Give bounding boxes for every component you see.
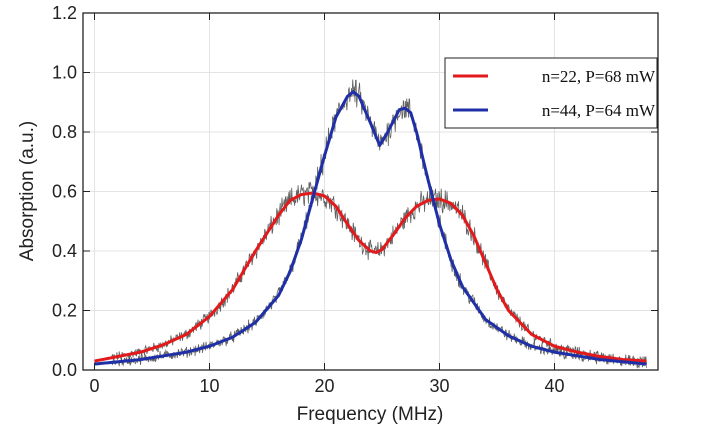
x-tick-label: 0 <box>89 376 99 396</box>
x-tick-label: 10 <box>199 376 219 396</box>
axis-ticks: 0 10 20 30 40 0.0 0.2 0.4 0.6 0.8 1.0 1.2 <box>52 3 658 396</box>
y-tick-label: 0.6 <box>52 182 77 202</box>
fit-curves <box>94 90 647 366</box>
fit-curve-n22 <box>94 191 647 363</box>
y-tick-label: 0.4 <box>52 241 77 261</box>
y-tick-label: 1.0 <box>52 63 77 83</box>
x-tick-label: 20 <box>314 376 334 396</box>
y-axis-label: Absorption (a.u.) <box>17 121 38 261</box>
legend-label: n=22, P=68 mW <box>542 67 656 86</box>
y-tick-label: 0.0 <box>52 360 77 380</box>
y-tick-label: 0.2 <box>52 301 77 321</box>
x-tick-label: 40 <box>544 376 564 396</box>
x-tick-label: 30 <box>429 376 449 396</box>
fit-curve-n44 <box>94 90 647 366</box>
y-tick-label: 1.2 <box>52 3 77 23</box>
legend-label: n=44, P=64 mW <box>542 101 656 120</box>
legend: n=22, P=68 mW n=44, P=64 mW <box>444 57 658 129</box>
x-axis-label: Frequency (MHz) <box>297 404 444 425</box>
y-tick-label: 0.8 <box>52 122 77 142</box>
legend-box <box>444 57 658 129</box>
